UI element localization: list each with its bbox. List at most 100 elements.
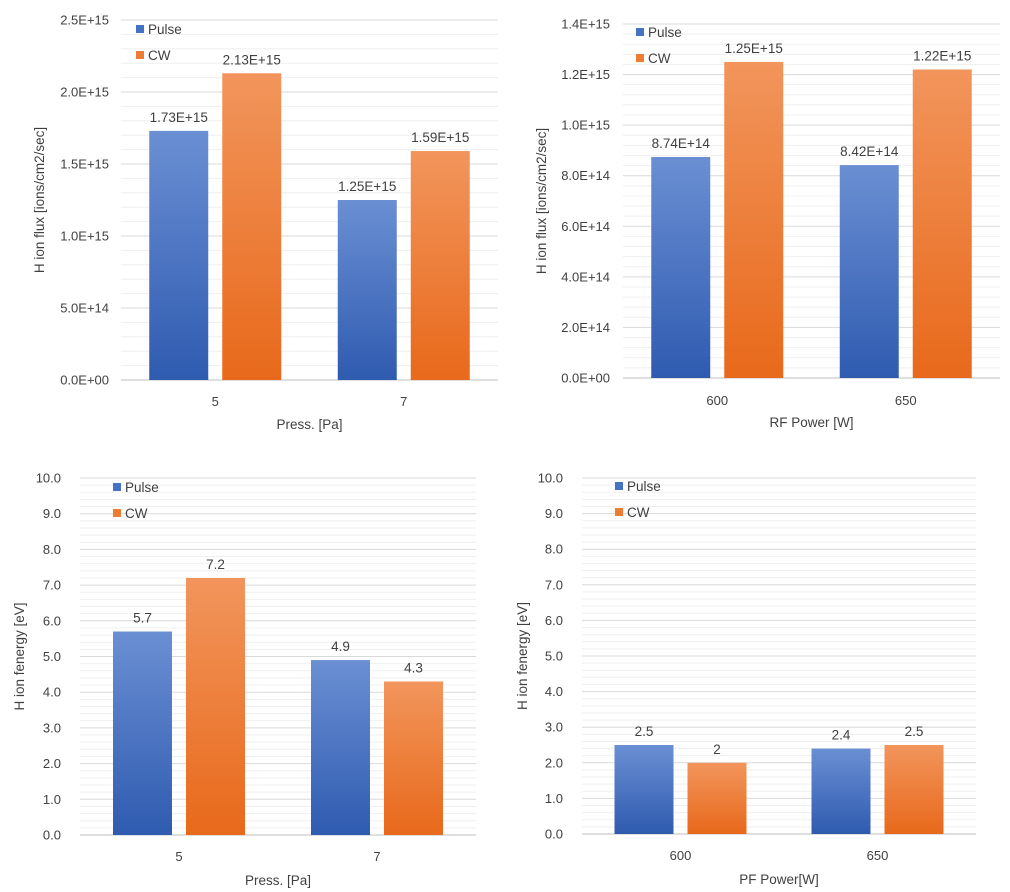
- legend-swatch-pulse: [136, 25, 144, 33]
- data-label: 1.25E+15: [725, 41, 783, 56]
- x-tick-label: 600: [670, 848, 692, 863]
- y-axis-title: H ion fenergy [eV]: [12, 602, 27, 710]
- x-axis-title: Press. [Pa]: [245, 873, 311, 888]
- data-label: 4.3: [404, 660, 423, 675]
- y-tick-label: 1.0: [43, 792, 61, 807]
- chart-4: 0.0 1.0 2.0 3.0 4.0 5.0 6.0 7.0 8.0 9.0 10.0 2.5 2 60…: [515, 471, 976, 887]
- y-tick-label: 8.0: [545, 542, 563, 557]
- bar-cw-650: [884, 745, 944, 834]
- x-tick-label: 5: [175, 849, 182, 864]
- y-tick-label: 5.0: [545, 649, 563, 664]
- data-label: 4.9: [331, 639, 350, 654]
- legend: Pulse CW: [636, 25, 682, 66]
- bar-cw-7: [410, 151, 470, 380]
- bar-cw-5: [186, 577, 245, 835]
- data-label: 1.73E+15: [150, 110, 208, 125]
- x-tick-label: 650: [895, 393, 917, 408]
- data-label: 2.13E+15: [223, 52, 281, 67]
- y-tick-label: 2.0E+14: [561, 320, 610, 335]
- bar-pulse-650: [839, 165, 899, 378]
- x-tick-label: 7: [373, 849, 380, 864]
- y-tick-label: 3.0: [545, 720, 563, 735]
- y-tick-label: 5.0: [43, 649, 61, 664]
- y-tick-label: 6.0: [43, 613, 61, 628]
- data-label: 7.2: [206, 557, 225, 572]
- y-tick-label: 2.0: [545, 755, 563, 770]
- legend-swatch-pulse: [636, 28, 644, 36]
- y-axis-title: H ion flux [ions/cm2/sec]: [534, 128, 549, 274]
- legend-label-pulse: Pulse: [148, 22, 182, 37]
- data-label: 8.74E+14: [652, 136, 711, 151]
- data-label: 8.42E+14: [840, 144, 899, 159]
- legend-swatch-pulse: [113, 483, 121, 491]
- legend-label-cw: CW: [627, 505, 650, 520]
- bar-cw-600: [687, 762, 747, 834]
- y-tick-label: 0.0: [43, 828, 61, 843]
- y-tick-label: 10.0: [36, 471, 61, 486]
- x-axis-title: PF Power[W]: [739, 872, 819, 887]
- y-tick-label: 0.0E+00: [561, 371, 610, 386]
- legend: Pulse CW: [136, 22, 182, 63]
- bar-cw-600: [724, 61, 784, 379]
- y-tick-label: 4.0: [545, 684, 563, 699]
- bar-cw-650: [912, 69, 972, 378]
- y-tick-label: 2.0: [43, 756, 61, 771]
- y-tick-label: 8.0: [43, 542, 61, 557]
- legend-swatch-cw: [113, 509, 121, 517]
- y-tick-label: 6.0: [545, 613, 563, 628]
- data-label: 2.5: [635, 724, 654, 739]
- bar-cw-7: [384, 681, 443, 835]
- chart-1: 0.0E+00 5.0E+14 1.0E+15 1.5E+15 2.0E+15 2.5E+…: [32, 13, 498, 432]
- data-label: 2: [713, 742, 721, 757]
- y-tick-label: 4.0: [43, 685, 61, 700]
- data-label: 2.5: [905, 724, 924, 739]
- legend: Pulse CW: [113, 480, 159, 521]
- y-tick-label: 5.0E+14: [60, 301, 109, 316]
- y-tick-label: 3.0: [43, 720, 61, 735]
- legend-swatch-cw: [636, 54, 644, 62]
- bar-pulse-650: [811, 748, 871, 834]
- bar-pulse-600: [614, 745, 674, 834]
- y-tick-label: 6.0E+14: [561, 219, 610, 234]
- y-tick-label: 4.0E+14: [561, 269, 610, 284]
- y-tick-label: 1.0E+15: [60, 229, 109, 244]
- y-tick-label: 9.0: [545, 506, 563, 521]
- y-tick-label: 1.4E+15: [561, 17, 610, 32]
- x-axis-title: Press. [Pa]: [276, 417, 342, 432]
- data-label: 5.7: [133, 611, 152, 626]
- data-label: 1.59E+15: [411, 130, 469, 145]
- y-tick-label: 1.0: [545, 791, 563, 806]
- legend-swatch-cw: [615, 508, 623, 516]
- y-tick-label: 1.5E+15: [60, 157, 109, 172]
- y-axis-title: H ion fenergy [eV]: [515, 602, 530, 710]
- x-tick-label: 600: [706, 393, 728, 408]
- data-label: 2.4: [832, 728, 851, 743]
- legend-label-pulse: Pulse: [648, 25, 682, 40]
- x-tick-label: 650: [867, 848, 889, 863]
- bar-pulse-600: [651, 157, 711, 378]
- y-tick-label: 7.0: [545, 577, 563, 592]
- y-tick-label: 9.0: [43, 506, 61, 521]
- legend-label-pulse: Pulse: [627, 479, 661, 494]
- bar-pulse-7: [311, 660, 370, 835]
- y-tick-label: 2.5E+15: [60, 13, 109, 28]
- y-tick-label: 8.0E+14: [561, 168, 610, 183]
- legend-swatch-pulse: [615, 482, 623, 490]
- legend: Pulse CW: [615, 479, 661, 520]
- chart-3: 0.0 1.0 2.0 3.0 4.0 5.0 6.0 7.0 8.0 9.0 10.0 5.7 7.2…: [12, 471, 476, 888]
- y-tick-label: 0.0E+00: [60, 373, 109, 388]
- y-tick-label: 10.0: [538, 471, 563, 486]
- bar-cw-5: [222, 73, 282, 380]
- bar-pulse-7: [337, 200, 397, 380]
- y-tick-label: 1.2E+15: [561, 67, 610, 82]
- y-tick-label: 1.0E+15: [561, 118, 610, 133]
- legend-swatch-cw: [136, 51, 144, 59]
- y-tick-label: 7.0: [43, 578, 61, 593]
- x-axis-title: RF Power [W]: [769, 415, 853, 430]
- legend-label-cw: CW: [125, 506, 148, 521]
- chart-2: 0.0E+00 2.0E+14 4.0E+14 6.0E+14 8.0E+14 1.0E+…: [534, 17, 1000, 430]
- legend-label-cw: CW: [148, 48, 171, 63]
- data-label: 1.25E+15: [338, 179, 396, 194]
- data-label: 1.22E+15: [913, 49, 971, 64]
